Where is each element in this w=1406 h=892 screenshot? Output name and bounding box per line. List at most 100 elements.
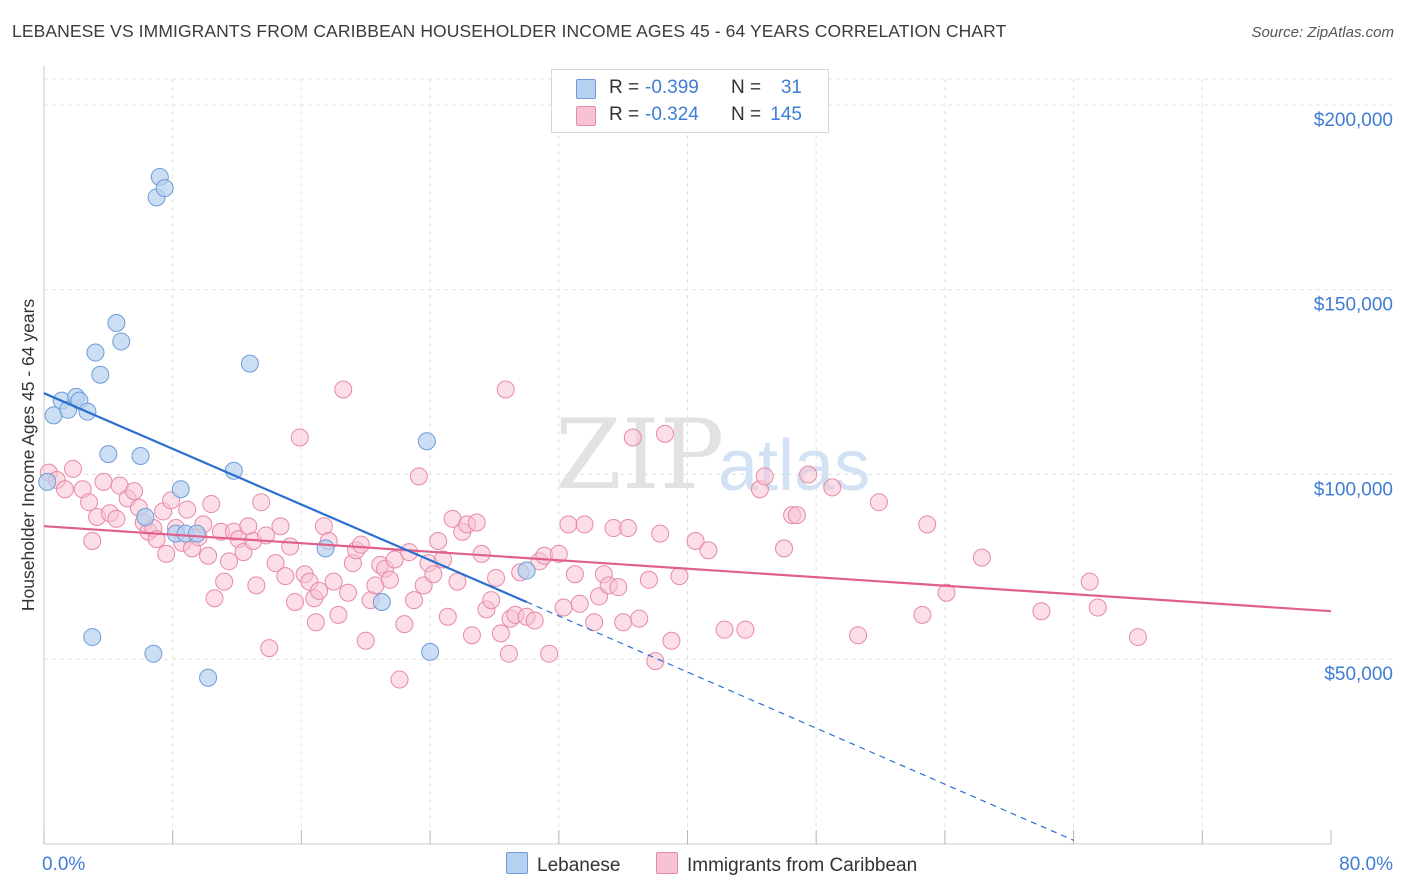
caribbean-point xyxy=(107,509,126,528)
caribbean-point xyxy=(787,506,806,525)
caribbean-swatch xyxy=(576,106,596,126)
legend-label: Lebanese xyxy=(537,855,621,876)
caribbean-point xyxy=(559,515,578,534)
legend-label: Immigrants from Caribbean xyxy=(687,855,918,876)
caribbean-point xyxy=(913,605,932,624)
lebanese-point xyxy=(187,524,206,543)
lebanese-point xyxy=(517,561,536,580)
caribbean-point xyxy=(252,493,271,512)
caribbean-point xyxy=(83,531,102,550)
caribbean-swatch xyxy=(656,852,678,874)
caribbean-point xyxy=(482,591,501,610)
y-axis-title: Householder Income Ages 45 - 64 years xyxy=(18,299,38,612)
caribbean-point xyxy=(220,552,239,571)
caribbean-trendline xyxy=(43,525,1332,613)
caribbean-point xyxy=(670,567,689,586)
caribbean-point xyxy=(651,524,670,543)
n-value: 145 xyxy=(770,104,802,125)
chart-legend: Lebanese Immigrants from Caribbean xyxy=(0,852,1406,878)
lebanese-point xyxy=(38,472,57,491)
y-tick-label: $100,000 xyxy=(1314,479,1393,500)
caribbean-point xyxy=(655,424,674,443)
caribbean-point xyxy=(736,620,755,639)
caribbean-point xyxy=(271,517,290,536)
lebanese-point xyxy=(155,179,174,198)
watermark-atlas: atlas xyxy=(718,426,870,506)
caribbean-point xyxy=(499,644,518,663)
y-tick-label: $200,000 xyxy=(1314,110,1393,131)
caribbean-point xyxy=(549,544,568,563)
n-value: 31 xyxy=(780,77,802,98)
caribbean-point xyxy=(429,531,448,550)
lebanese-point xyxy=(107,313,126,332)
caribbean-point xyxy=(247,576,266,595)
lebanese-point xyxy=(91,365,110,384)
caribbean-point xyxy=(205,589,224,608)
caribbean-point xyxy=(125,482,144,501)
lebanese-swatch xyxy=(576,79,596,99)
caribbean-point xyxy=(623,428,642,447)
caribbean-point xyxy=(215,572,234,591)
caribbean-point xyxy=(424,565,443,584)
caribbean-point xyxy=(918,515,937,534)
caribbean-point xyxy=(80,493,99,512)
caribbean-point xyxy=(662,631,681,650)
caribbean-point xyxy=(356,631,375,650)
caribbean-point xyxy=(496,380,515,399)
caribbean-point xyxy=(775,539,794,558)
caribbean-point xyxy=(540,644,559,663)
lebanese-point xyxy=(112,332,131,351)
caribbean-point xyxy=(715,620,734,639)
caribbean-point xyxy=(755,467,774,486)
y-tick-label: $50,000 xyxy=(1324,664,1393,685)
caribbean-point xyxy=(462,626,481,645)
caribbean-point xyxy=(585,613,604,632)
caribbean-point xyxy=(390,670,409,689)
axes xyxy=(43,66,1332,845)
caribbean-point xyxy=(380,570,399,589)
caribbean-point xyxy=(467,513,486,532)
caribbean-point xyxy=(570,594,589,613)
y-tick-label: $150,000 xyxy=(1314,295,1393,316)
x-tick-label: 80.0% xyxy=(1339,854,1393,875)
caribbean-point xyxy=(1128,628,1147,647)
caribbean-point xyxy=(329,605,348,624)
caribbean-point xyxy=(1032,602,1051,621)
caribbean-point xyxy=(972,548,991,567)
caribbean-point xyxy=(565,565,584,584)
caribbean-point xyxy=(290,428,309,447)
caribbean-point xyxy=(94,472,113,491)
lebanese-point xyxy=(136,507,155,526)
lebanese-point xyxy=(144,644,163,663)
caribbean-point xyxy=(699,541,718,560)
caribbean-point xyxy=(395,615,414,634)
lebanese-point xyxy=(372,592,391,611)
watermark-zip: ZIP xyxy=(555,399,724,511)
caribbean-point xyxy=(178,500,197,519)
caribbean-point xyxy=(686,531,705,550)
caribbean-point xyxy=(157,544,176,563)
caribbean-point xyxy=(405,591,424,610)
lebanese-point xyxy=(316,539,335,558)
n-label: N = xyxy=(731,104,762,125)
caribbean-point xyxy=(285,592,304,611)
r-label: R = xyxy=(609,104,640,125)
caribbean-point xyxy=(614,613,633,632)
lebanese-point xyxy=(199,668,218,687)
caribbean-point xyxy=(849,626,868,645)
lebanese-swatch xyxy=(506,852,528,874)
caribbean-point xyxy=(487,568,506,587)
n-label: N = xyxy=(731,77,762,98)
lebanese-point xyxy=(171,480,190,499)
caribbean-point xyxy=(199,546,218,565)
caribbean-point xyxy=(630,609,649,628)
watermark: ZIP atlas xyxy=(555,399,870,511)
lebanese-trendline xyxy=(43,392,528,603)
legend-item-lebanese[interactable]: Lebanese xyxy=(506,852,620,877)
legend-item-caribbean[interactable]: Immigrants from Caribbean xyxy=(656,852,917,877)
caribbean-point xyxy=(385,550,404,569)
caribbean-point xyxy=(281,537,300,556)
lebanese-points xyxy=(38,168,536,687)
lebanese-point xyxy=(421,642,440,661)
trendlines xyxy=(43,392,1332,841)
